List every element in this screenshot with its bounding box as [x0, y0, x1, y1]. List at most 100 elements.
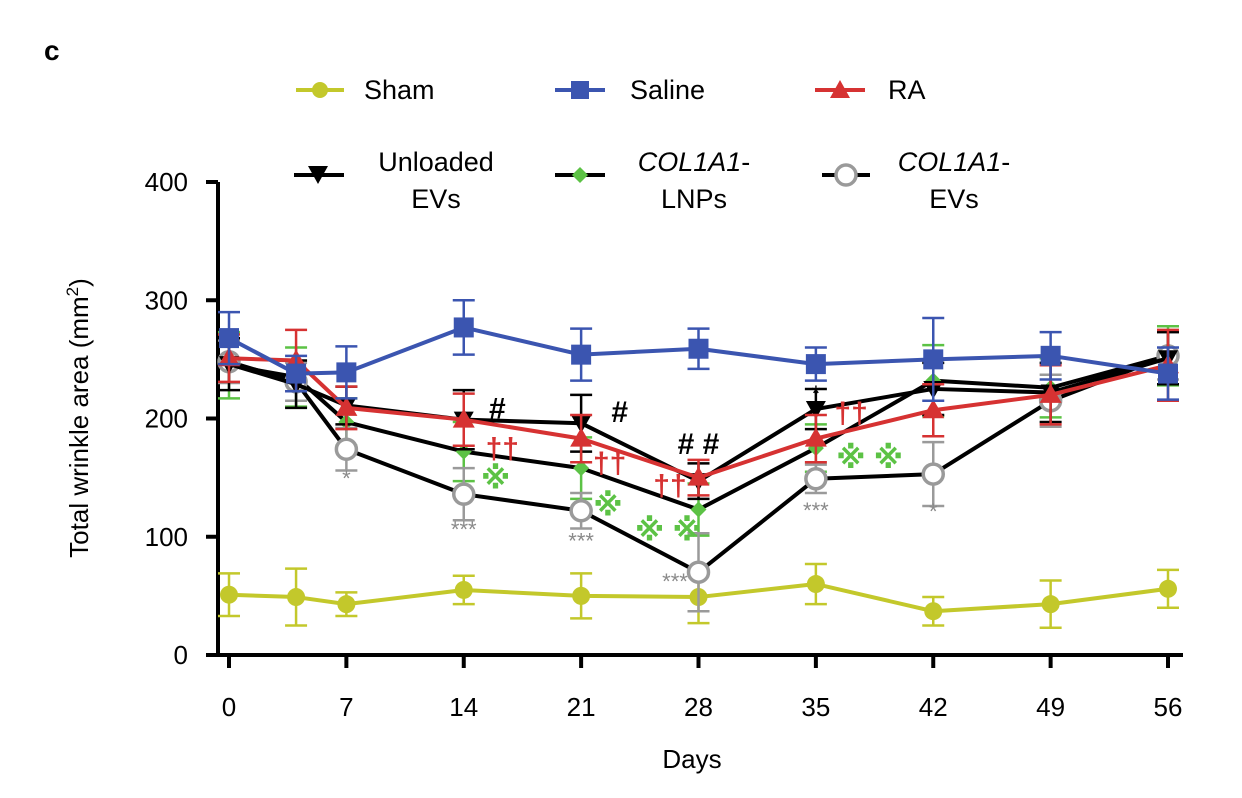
- significance-mark: ††: [653, 469, 686, 502]
- x-ticks: 0 7 14 21 28 35 42 49 56: [222, 655, 1183, 722]
- data-point: [923, 349, 944, 370]
- x-tick-label: 35: [801, 692, 830, 722]
- x-tick-label: 7: [339, 692, 353, 722]
- data-point: [573, 460, 590, 477]
- data-point: [804, 427, 827, 447]
- legend-label-unloaded-evs-line2: EVs: [411, 184, 461, 214]
- data-point: [453, 317, 474, 338]
- data-point: [220, 585, 238, 604]
- legend-item-unloaded-evs: Unloaded EVs: [294, 147, 494, 214]
- y-tick-label: 400: [145, 167, 188, 197]
- legend-marker-col1a1-evs-icon: [834, 163, 858, 187]
- x-tick-label: 49: [1036, 692, 1065, 722]
- data-point: [921, 462, 945, 486]
- significance-mark: *: [342, 466, 351, 491]
- x-tick-label: 28: [684, 692, 713, 722]
- legend-label-sham: Sham: [364, 75, 435, 105]
- legend-marker-sham-icon: [312, 82, 328, 98]
- data-point: [286, 363, 307, 384]
- legend-label-col1a1-lnps-line2: LNPs: [661, 184, 727, 214]
- legend-label-unloaded-evs-line1: Unloaded: [378, 147, 494, 177]
- legend-item-sham: Sham: [296, 75, 435, 105]
- significance-mark: ††: [834, 397, 867, 430]
- y-tick-label: 0: [174, 640, 188, 670]
- significance-mark: ***: [662, 569, 688, 594]
- significance-mark: *: [929, 499, 938, 524]
- significance-mark: # #: [678, 428, 720, 461]
- legend-item-ra: RA: [815, 75, 926, 105]
- significance-mark: *: [812, 381, 821, 406]
- plot-area: [217, 299, 1180, 630]
- y-tick-label: 100: [145, 522, 188, 552]
- data-point: [336, 362, 357, 383]
- legend-label-col1a1-lnps-line1: COL1A1-: [638, 147, 751, 177]
- data-point: [334, 437, 359, 461]
- data-point: [686, 560, 711, 584]
- significance-mark: ††: [486, 433, 519, 466]
- y-ticks: 0 100 200 300 400: [145, 167, 218, 670]
- significance-mark: ***: [568, 529, 594, 554]
- x-axis-title: Days: [662, 744, 721, 774]
- series-line: [228, 582, 1169, 614]
- data-point: [806, 575, 825, 594]
- data-point: [1041, 595, 1060, 614]
- series-line: [228, 353, 1169, 512]
- series-line: [228, 353, 1169, 575]
- significance-annotations: **** ********* **# ## #†† ††††††※※※ ※※ ※: [342, 381, 938, 594]
- series-saline: [218, 299, 1179, 403]
- data-point: [1158, 363, 1178, 384]
- x-tick-label: 21: [567, 692, 596, 722]
- legend-marker-ra-icon: [830, 80, 850, 98]
- x-tick-label: 42: [919, 692, 948, 722]
- legend-label-col1a1-evs-line1: COL1A1-: [898, 147, 1011, 177]
- series-sham: [218, 562, 1179, 630]
- data-point: [287, 588, 306, 607]
- data-point: [335, 396, 358, 416]
- data-point: [572, 586, 591, 605]
- legend-item-col1a1-lnps: COL1A1- LNPs: [555, 147, 750, 214]
- data-point: [924, 602, 943, 621]
- legend-marker-saline-icon: [571, 81, 589, 99]
- significance-mark: #: [611, 396, 628, 429]
- legend-label-col1a1-evs-line2: EVs: [929, 184, 979, 214]
- legend-label-saline: Saline: [630, 75, 705, 105]
- data-point: [1159, 579, 1177, 598]
- data-point: [219, 328, 239, 349]
- significance-mark: #: [489, 393, 506, 426]
- y-tick-label: 200: [145, 404, 188, 434]
- y-tick-label: 300: [145, 285, 188, 315]
- x-tick-label: 14: [449, 692, 478, 722]
- data-point: [688, 338, 709, 359]
- data-point: [687, 466, 710, 486]
- legend-item-col1a1-evs: COL1A1- EVs: [822, 147, 1010, 214]
- data-point: [570, 427, 593, 447]
- data-point: [452, 408, 475, 428]
- legend-item-saline: Saline: [555, 75, 705, 105]
- panel-label: c: [44, 35, 60, 66]
- significance-mark: ※ ※: [635, 514, 702, 547]
- legend: Sham Saline RA Unloaded EVs COL1A1- LNPs: [294, 75, 1010, 214]
- data-point: [337, 595, 356, 614]
- series-line: [228, 356, 1169, 480]
- data-point: [805, 401, 826, 420]
- data-point: [922, 399, 945, 419]
- data-point: [804, 467, 828, 491]
- significance-mark: ††: [593, 447, 626, 480]
- significance-mark: ※ ※: [836, 442, 903, 475]
- data-point: [1040, 345, 1061, 366]
- significance-mark: ※: [593, 489, 622, 522]
- x-tick-label: 56: [1154, 692, 1183, 722]
- data-point: [452, 482, 476, 506]
- data-point: [454, 580, 473, 599]
- series-line: [228, 325, 1169, 376]
- data-point: [569, 498, 593, 523]
- data-point: [1039, 383, 1062, 403]
- series-line: [228, 356, 1169, 484]
- significance-mark: ***: [451, 517, 477, 542]
- data-point: [805, 354, 826, 375]
- data-point: [690, 501, 707, 518]
- legend-marker-unloaded-evs-icon: [308, 166, 328, 184]
- x-tick-label: 0: [222, 692, 236, 722]
- legend-label-ra: RA: [888, 75, 926, 105]
- data-point: [571, 344, 592, 365]
